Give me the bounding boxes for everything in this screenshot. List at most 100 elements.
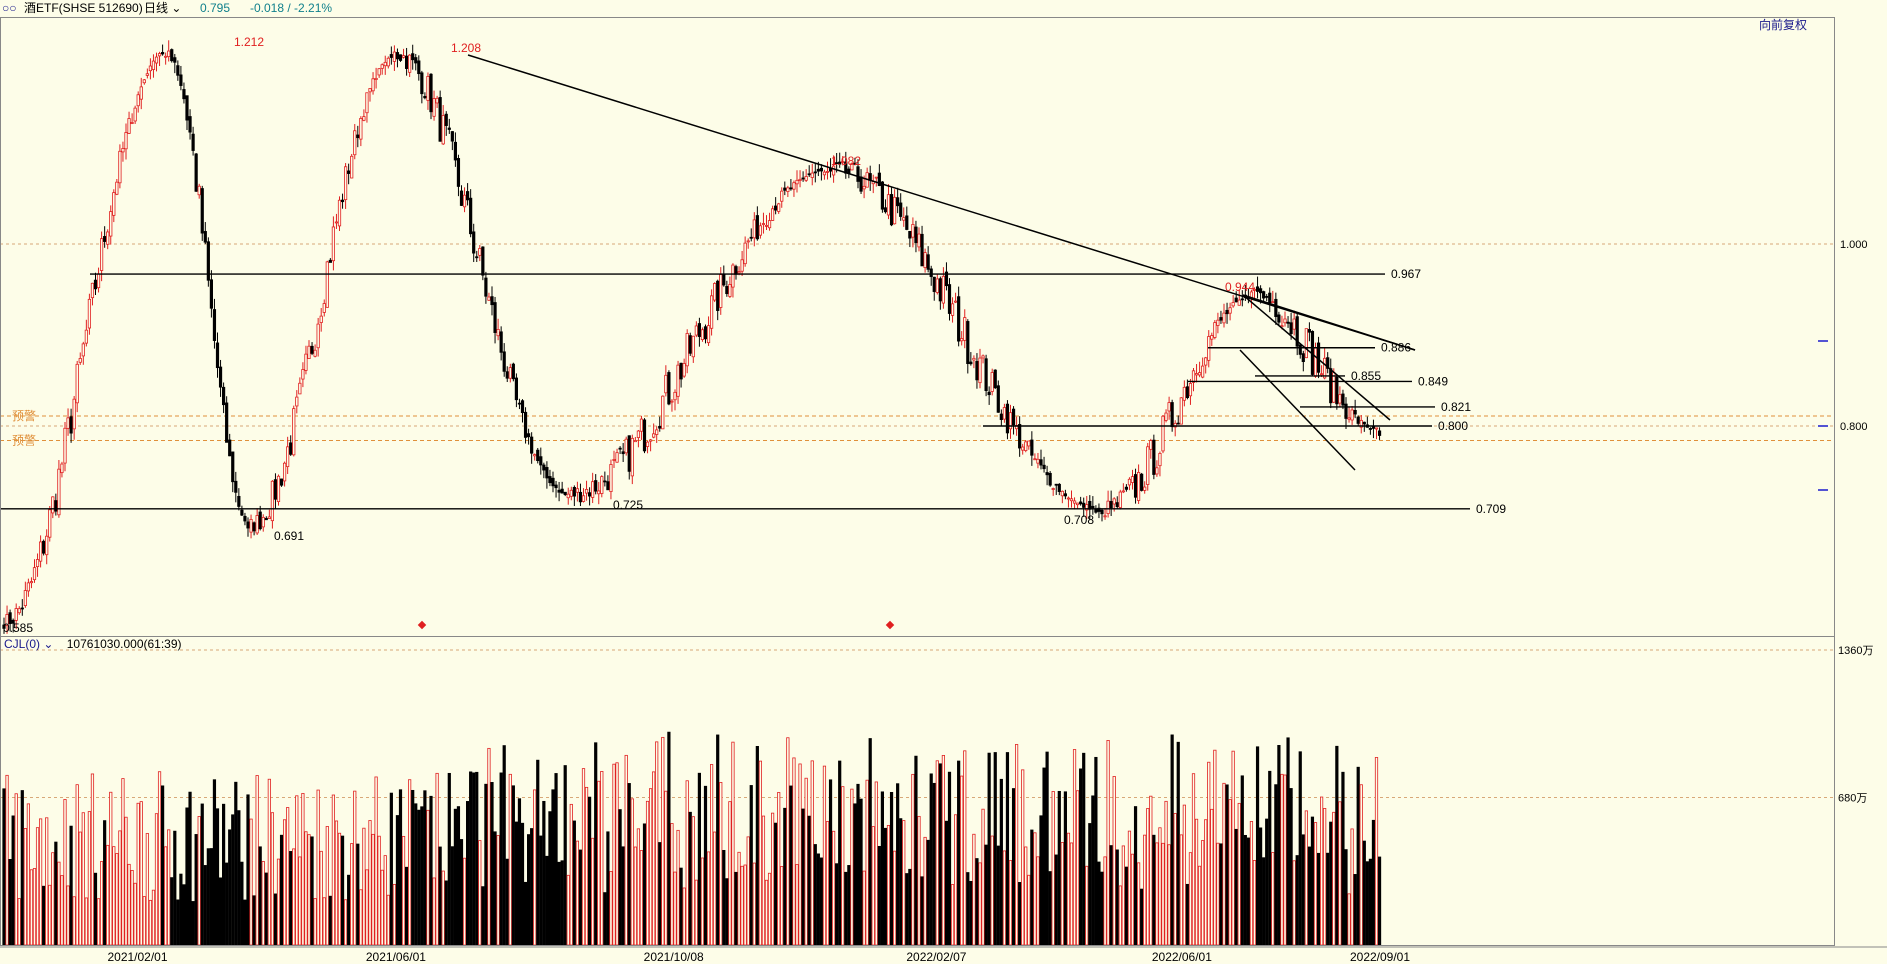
volume-bar — [1228, 799, 1232, 946]
candle-body — [1265, 296, 1269, 298]
volume-bar — [1225, 784, 1229, 946]
candle-body — [1323, 357, 1327, 379]
signal-diamond-marker — [885, 620, 895, 630]
adjust-mode-button[interactable]: 向前复权 — [1758, 18, 1807, 32]
volume-bar — [377, 835, 381, 946]
volume-bar — [706, 851, 711, 946]
volume-bar — [453, 808, 458, 946]
candle-body — [96, 273, 101, 289]
volume-bar — [295, 795, 299, 946]
candle-body — [767, 220, 772, 229]
candle-body — [755, 215, 759, 240]
candle-body — [273, 479, 278, 500]
candle-body — [176, 65, 180, 76]
candle-body — [481, 246, 485, 276]
volume-bar — [215, 808, 220, 946]
candle-body — [1130, 476, 1135, 483]
indicator-selector[interactable]: CJL(0) ⌄ — [4, 637, 53, 651]
volume-bar — [11, 815, 15, 946]
candle-body — [1173, 422, 1177, 428]
candle-body — [1179, 397, 1183, 425]
candle-body — [350, 155, 354, 179]
candle-body — [231, 451, 235, 483]
candle-body — [1082, 502, 1086, 508]
volume-bar — [828, 779, 833, 946]
axes-layer: 1.000 0.800 1360万 680万 2021/02/01 2021/06/01 2… — [0, 17, 1887, 964]
chevron-down-icon[interactable]: ⌄ — [40, 637, 54, 651]
volume-bar — [1347, 893, 1351, 946]
candle-body — [45, 535, 49, 556]
candle-body — [548, 476, 552, 484]
candle-body — [401, 55, 406, 58]
volume-bar — [1332, 811, 1336, 946]
double-circle-icon[interactable]: ○○ — [2, 1, 17, 15]
candle-body — [1167, 402, 1171, 412]
volume-bar — [984, 844, 988, 946]
volume-bar — [432, 877, 436, 946]
candle-body — [615, 452, 619, 463]
volume-bar — [1249, 821, 1254, 946]
volume-bar — [1015, 744, 1019, 946]
volume-bar — [1094, 756, 1098, 946]
candle-body — [356, 134, 360, 139]
volume-bar — [298, 856, 302, 946]
volume-bar — [45, 817, 49, 946]
candle-body — [795, 179, 799, 185]
volume-bar — [530, 828, 534, 946]
candle-body — [722, 274, 726, 286]
candle-body — [1094, 509, 1098, 513]
candle-body — [35, 559, 40, 567]
volume-bar — [1054, 854, 1058, 946]
volume-bar — [682, 887, 686, 946]
level-label: 0.886 — [1381, 341, 1411, 355]
volume-bar — [1307, 846, 1311, 946]
candle-body — [1033, 458, 1037, 461]
candle-body — [990, 372, 994, 392]
candle-body — [1255, 286, 1260, 292]
volume-bar — [462, 857, 467, 946]
volume-bar — [1213, 749, 1217, 946]
candle-body — [612, 459, 616, 461]
candle-body — [944, 271, 949, 287]
volume-bar — [100, 861, 104, 946]
candle-body — [816, 168, 820, 172]
candle-body — [1252, 288, 1257, 291]
candle-body — [212, 309, 217, 341]
volume-bar — [731, 741, 735, 946]
candle-body — [499, 331, 503, 353]
candle-body — [429, 73, 433, 113]
candle-body — [749, 236, 753, 239]
volume-bar — [212, 779, 217, 946]
volume-bar — [987, 752, 991, 946]
volume-bar — [1326, 852, 1330, 946]
candle-body — [1368, 428, 1372, 430]
volume-bar — [1152, 834, 1156, 946]
volume-bar — [261, 861, 265, 946]
candle-body — [618, 447, 622, 450]
volume-bar — [374, 776, 378, 946]
volume-bar — [139, 801, 143, 946]
volume-bar — [920, 876, 924, 946]
candle-body — [72, 398, 76, 430]
volume-bar — [578, 849, 583, 946]
volume-bar — [508, 773, 512, 946]
candle-body — [963, 317, 967, 341]
volume-bar — [103, 820, 107, 946]
chevron-down-icon[interactable]: ⌄ — [168, 1, 182, 15]
candle-body — [1158, 453, 1162, 467]
volume-bar — [1298, 751, 1302, 946]
volume-bar — [865, 779, 869, 946]
candle-body — [783, 187, 787, 191]
volume-bar — [908, 868, 912, 946]
volume-bar — [621, 846, 625, 946]
candle-body — [109, 211, 113, 237]
candle-body — [221, 386, 226, 406]
volume-bar — [203, 865, 207, 946]
header-bar: ○○ 酒ETF(SHSE 512690) 日线 ⌄ 0.795 -0.018 /… — [0, 0, 1887, 16]
period-selector[interactable]: 日线 ⌄ — [144, 0, 181, 16]
candle-body — [517, 402, 522, 405]
candle-body — [758, 225, 763, 236]
candle-body — [48, 509, 52, 538]
volume-bar — [273, 893, 278, 946]
